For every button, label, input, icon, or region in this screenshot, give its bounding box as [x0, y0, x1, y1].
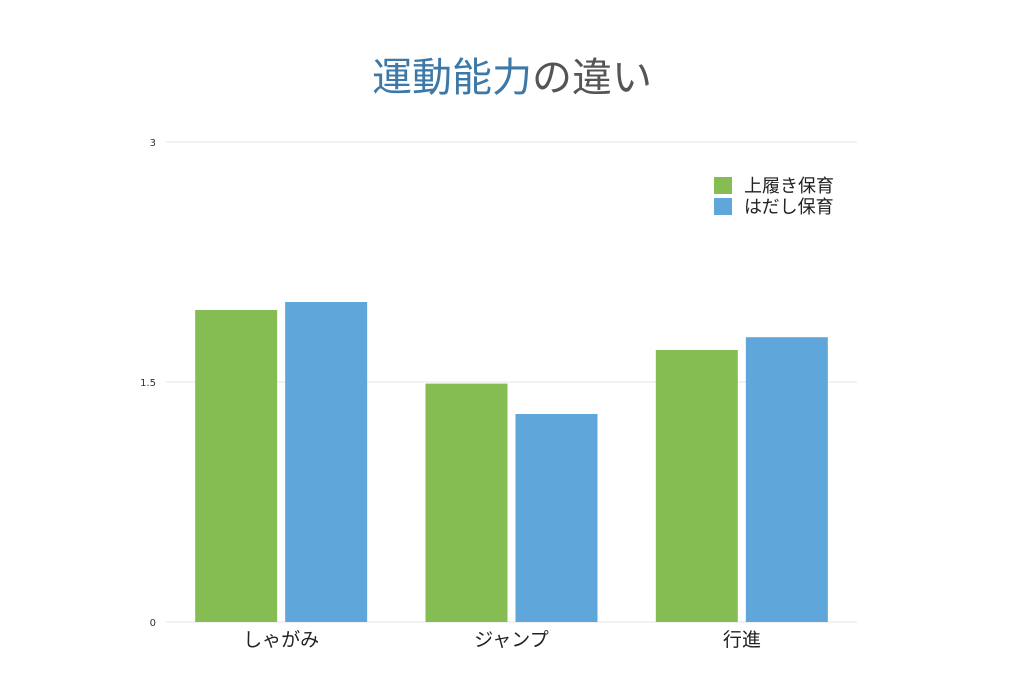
bar — [515, 414, 598, 622]
bar — [745, 337, 828, 622]
bar — [425, 383, 508, 622]
legend-swatch — [714, 198, 732, 215]
legend-label: 上履き保育 — [744, 176, 834, 197]
legend-label: はだし保育 — [744, 197, 834, 218]
x-tick-label: しゃがみ — [243, 629, 319, 651]
x-axis-labels: しゃがみ ジャンプ 行進 — [243, 629, 761, 651]
legend-swatch — [714, 177, 732, 194]
bar — [195, 310, 278, 622]
grid-lines — [166, 141, 857, 623]
chart-title-rest: の違い — [532, 55, 652, 101]
y-tick-label: 0 — [150, 618, 156, 629]
bar — [285, 302, 368, 622]
bars — [195, 302, 828, 622]
chart-title: 運動能力の違い — [0, 50, 1024, 106]
x-tick-label: ジャンプ — [474, 629, 548, 651]
bar — [655, 350, 738, 622]
y-tick-label: 1.5 — [140, 378, 156, 389]
x-tick-label: 行進 — [723, 629, 761, 651]
y-tick-label: 3 — [150, 138, 156, 149]
chart-title-accent: 運動能力 — [372, 55, 532, 101]
y-axis-ticks: 01.53 — [140, 138, 156, 629]
